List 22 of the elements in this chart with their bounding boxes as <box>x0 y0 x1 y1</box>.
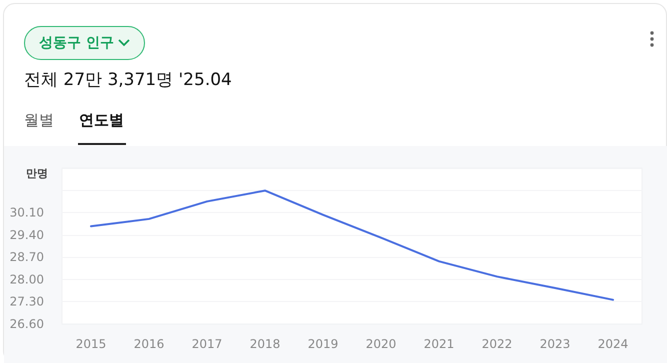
x-tick-label: 2017 <box>192 337 222 351</box>
chart-title: 성동구 인구 <box>39 34 114 52</box>
x-tick-label: 2018 <box>250 337 280 351</box>
x-tick-label: 2016 <box>134 337 164 351</box>
text: 연도별 <box>79 111 124 130</box>
y-tick-label: 30.10 <box>10 206 44 220</box>
x-tick-label: 2022 <box>482 337 512 351</box>
y-tick-label: 28.70 <box>10 250 44 264</box>
y-tick-label: 27.30 <box>10 294 44 309</box>
x-tick-label: 2019 <box>308 337 338 351</box>
x-tick-label: 2023 <box>540 337 570 351</box>
line-series <box>90 190 614 301</box>
y-axis-title: 만명 <box>26 167 48 180</box>
chart-subtitle: 전체 27만 3,371명 '25.04 <box>24 69 232 91</box>
x-tick-label: 2020 <box>366 337 396 351</box>
y-tick-label: 26.60 <box>10 317 44 331</box>
x-tick-label: 2015 <box>76 337 106 351</box>
y-tick-label: 28.00 <box>10 272 44 286</box>
y-tick-label: 29.40 <box>10 228 44 242</box>
x-tick-label: 2024 <box>598 337 628 351</box>
text: 월별 <box>24 111 54 130</box>
x-tick-label: 2021 <box>424 337 454 351</box>
